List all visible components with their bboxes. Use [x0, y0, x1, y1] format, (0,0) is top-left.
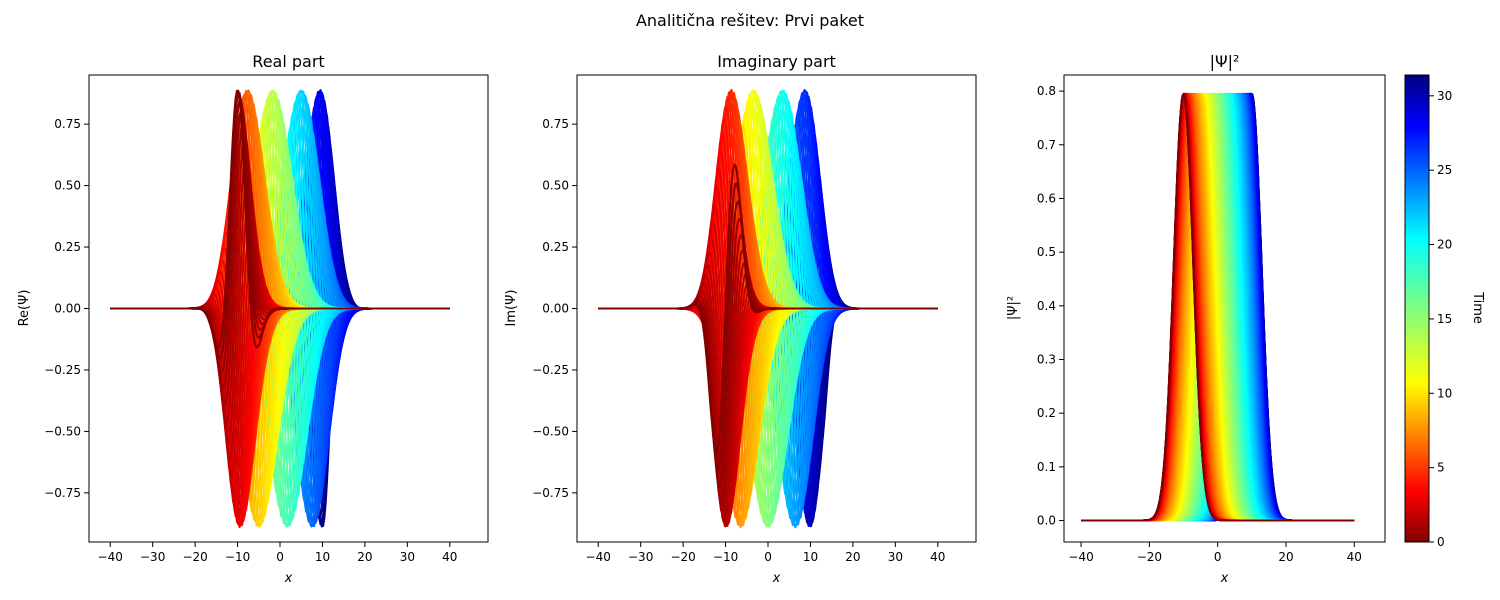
- y-tick-label: 0.00: [542, 302, 569, 316]
- x-tick-label: 40: [930, 550, 945, 564]
- y-axis-ticks: 0.0 0.1 0.2 0.3 0.4 0.5 0.6 0.7 0.8: [1037, 84, 1064, 528]
- x-tick-label: 20: [357, 550, 372, 564]
- curves-group: [1081, 92, 1355, 522]
- x-tick-label: 0: [276, 550, 284, 564]
- y-tick-label: 0.25: [54, 240, 81, 254]
- x-axis-ticks: −40 −30 −20 −10 0 10 20 30 40: [586, 542, 945, 564]
- panel-real-part: Real part −40 −30 −20 −10 0 10 20 30 40 −0.75−0.…: [17, 52, 489, 586]
- y-tick-label: 0.50: [54, 179, 81, 193]
- time-step-curve: [110, 89, 450, 349]
- x-tick-label: −20: [670, 550, 695, 564]
- y-tick-label: −0.75: [532, 486, 569, 500]
- y-axis-label: Re(Ψ): [17, 290, 32, 327]
- colorbar-tick-label: 0: [1437, 535, 1445, 549]
- panel-title: Imaginary part: [717, 52, 836, 71]
- colorbar-gradient: [1404, 74, 1430, 543]
- x-tick-label: 0: [1214, 550, 1222, 564]
- colorbar: 0 5 10 15 20 25 30 Time: [1404, 74, 1485, 549]
- panel-probability-density: |Ψ|² −40 −20 0 20 40 0.00.10.20.30.40.50.60.…: [1006, 52, 1386, 586]
- x-tick-label: 20: [845, 550, 860, 564]
- x-tick-label: −10: [225, 550, 250, 564]
- x-axis-label: x: [1220, 571, 1229, 586]
- y-tick-label: 0.25: [542, 240, 569, 254]
- x-tick-label: −20: [182, 550, 207, 564]
- x-tick-label: −40: [586, 550, 611, 564]
- panel-title: |Ψ|²: [1210, 52, 1240, 71]
- x-tick-label: −40: [1068, 550, 1093, 564]
- y-axis-label: Im(Ψ): [504, 290, 519, 327]
- x-tick-label: −30: [140, 550, 165, 564]
- y-tick-label: −0.25: [532, 363, 569, 377]
- y-tick-label: 0.75: [542, 117, 569, 131]
- colorbar-tick-label: 15: [1437, 312, 1452, 326]
- colorbar-tick-label: 10: [1437, 386, 1452, 400]
- y-tick-label: 0.00: [54, 302, 81, 316]
- axes-frame: [1063, 74, 1386, 543]
- x-axis-label: x: [284, 571, 293, 586]
- y-tick-label: 0.0: [1037, 514, 1056, 528]
- x-tick-label: 10: [315, 550, 330, 564]
- y-tick-label: −0.75: [44, 486, 81, 500]
- colorbar-ticks: 0 5 10 15 20 25 30: [1429, 89, 1452, 549]
- y-tick-label: −0.50: [44, 424, 81, 438]
- x-tick-label: −30: [628, 550, 653, 564]
- y-axis-label: |Ψ|²: [1006, 296, 1021, 320]
- x-tick-label: 40: [442, 550, 457, 564]
- x-axis-label: x: [772, 571, 781, 586]
- colorbar-label: Time: [1470, 291, 1485, 324]
- y-tick-label: 0.2: [1037, 406, 1056, 420]
- y-axis-ticks: −0.75 −0.50 −0.25 0.00 0.25 0.50 0.75: [44, 117, 89, 500]
- y-tick-label: 0.1: [1037, 460, 1056, 474]
- curves-group: [110, 89, 450, 528]
- colorbar-tick-label: 30: [1437, 89, 1452, 103]
- y-tick-label: 0.8: [1037, 84, 1056, 98]
- y-tick-label: −0.25: [44, 363, 81, 377]
- x-tick-label: 40: [1347, 550, 1362, 564]
- x-tick-label: −10: [713, 550, 738, 564]
- x-tick-label: 10: [803, 550, 818, 564]
- y-tick-label: 0.3: [1037, 352, 1056, 366]
- time-step-curve: [598, 164, 938, 453]
- figure-suptitle: Analitična rešitev: Prvi paket: [636, 11, 864, 30]
- x-tick-label: 20: [1278, 550, 1293, 564]
- y-tick-label: 0.7: [1037, 138, 1056, 152]
- x-tick-label: −40: [98, 550, 123, 564]
- y-tick-label: 0.4: [1037, 299, 1056, 313]
- x-axis-ticks: −40 −20 0 20 40: [1068, 542, 1362, 564]
- x-tick-label: −20: [1137, 550, 1162, 564]
- colorbar-tick-label: 25: [1437, 163, 1452, 177]
- colorbar-tick-label: 5: [1437, 461, 1445, 475]
- panel-imaginary-part: Imaginary part −40 −30 −20 −10 0 10 20 30 40 −0.…: [504, 52, 977, 586]
- y-axis-ticks: −0.75 −0.50 −0.25 0.00 0.25 0.50 0.75: [532, 117, 577, 500]
- x-tick-label: 0: [764, 550, 772, 564]
- time-step-curve: [1081, 93, 1355, 522]
- y-tick-label: 0.5: [1037, 245, 1056, 259]
- x-tick-label: 30: [888, 550, 903, 564]
- colorbar-tick-label: 20: [1437, 238, 1452, 252]
- x-axis-ticks: −40 −30 −20 −10 0 10 20 30 40: [98, 542, 457, 564]
- y-tick-label: −0.50: [532, 424, 569, 438]
- y-tick-label: 0.6: [1037, 191, 1056, 205]
- y-tick-label: 0.50: [542, 179, 569, 193]
- curves-group: [598, 88, 938, 529]
- y-tick-label: 0.75: [54, 117, 81, 131]
- x-tick-label: 30: [400, 550, 415, 564]
- panel-title: Real part: [252, 52, 324, 71]
